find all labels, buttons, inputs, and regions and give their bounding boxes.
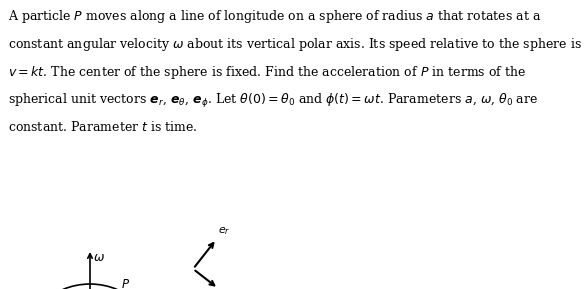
Text: constant angular velocity $\omega$ about its vertical polar axis. Its speed rela: constant angular velocity $\omega$ about… <box>8 36 582 53</box>
Text: $e_r$: $e_r$ <box>219 225 231 237</box>
Text: $\omega$: $\omega$ <box>93 251 105 264</box>
Text: spherical unit vectors $\boldsymbol{e}_r$, $\boldsymbol{e}_{\theta}$, $\boldsymb: spherical unit vectors $\boldsymbol{e}_r… <box>8 92 538 110</box>
Text: A particle $P$ moves along a line of longitude on a sphere of radius $a$ that ro: A particle $P$ moves along a line of lon… <box>8 8 542 25</box>
Text: constant. Parameter $t$ is time.: constant. Parameter $t$ is time. <box>8 120 198 134</box>
Text: $P$: $P$ <box>121 278 130 289</box>
Text: $v = kt$. The center of the sphere is fixed. Find the acceleration of $P$ in ter: $v = kt$. The center of the sphere is fi… <box>8 64 526 81</box>
